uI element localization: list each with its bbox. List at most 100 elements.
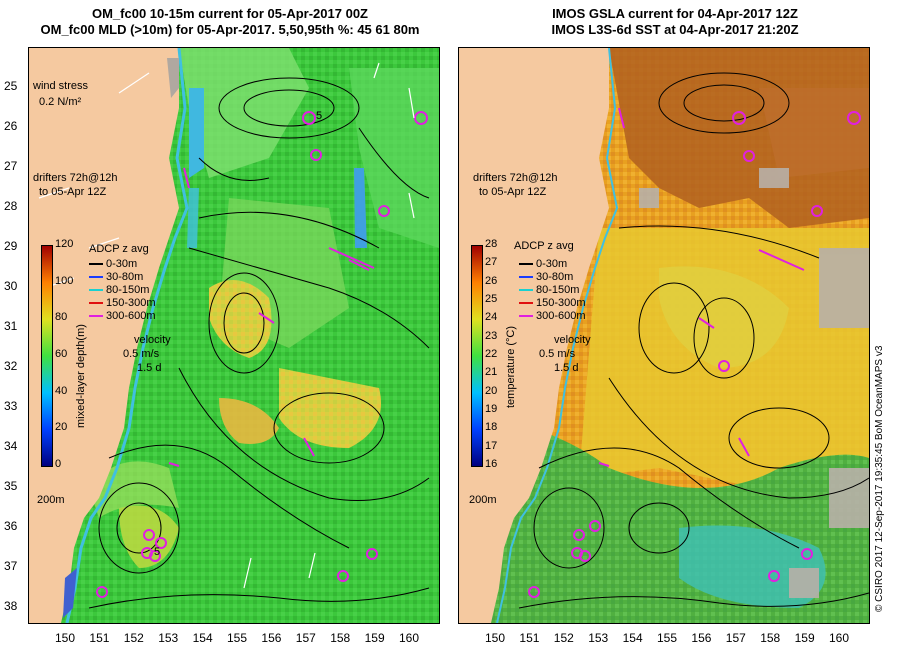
adcp-legend-label: 30-80m xyxy=(106,271,144,283)
left-colorbar xyxy=(41,245,53,467)
colorbar-tick: 26 xyxy=(485,274,498,287)
left-title-line1: OM_fc00 10-15m current for 05-Apr-2017 0… xyxy=(91,6,368,21)
adcp-arrow-icon xyxy=(89,276,103,279)
right-map-panel: drifters 72h@12h to 05-Apr 12Z 16 17 18 19 2… xyxy=(458,47,870,624)
adcp-legend-label: 0-30m xyxy=(106,258,138,270)
latitude-tick: 37 xyxy=(4,559,18,573)
colorbar-tick: 24 xyxy=(485,311,498,324)
latitude-tick: 36 xyxy=(4,519,18,533)
longitude-tick: 155 xyxy=(227,631,248,645)
colorbar-tick: 17 xyxy=(485,439,498,452)
adcp-arrow-icon xyxy=(519,289,533,292)
latitude-tick: 27 xyxy=(4,159,18,173)
adcp-legend-item: 0-30m xyxy=(89,258,137,270)
longitude-tick: 160 xyxy=(829,631,850,645)
left-title-line2: OM_fc00 MLD (>10m) for 05-Apr-2017. 5,50… xyxy=(40,22,420,37)
right-colorbar xyxy=(471,245,483,467)
right-adcp-title: ADCP z avg xyxy=(514,240,574,252)
latitude-tick: 38 xyxy=(4,599,18,613)
longitude-tick: 151 xyxy=(89,631,110,645)
left-drifter-label1: drifters 72h@12h xyxy=(33,172,118,184)
adcp-legend-item: 80-150m xyxy=(519,284,579,296)
colorbar-tick: 60 xyxy=(55,348,68,360)
left-drifter-label2: to 05-Apr 12Z xyxy=(39,186,107,198)
adcp-legend-label: 30-80m xyxy=(536,271,574,283)
right-map-svg xyxy=(459,48,869,623)
eddy-label-2: 5 xyxy=(154,546,161,558)
colorbar-tick: 22 xyxy=(485,348,498,360)
colorbar-tick: 100 xyxy=(55,274,74,287)
adcp-arrow-icon xyxy=(89,263,103,266)
adcp-legend-label: 80-150m xyxy=(106,284,150,296)
colorbar-tick: 80 xyxy=(55,311,68,324)
longitude-tick: 151 xyxy=(519,631,540,645)
colorbar-tick: 20 xyxy=(485,384,498,397)
adcp-legend-item: 150-300m xyxy=(89,297,156,309)
right-title-line2: IMOS L3S-6d SST at 04-Apr-2017 21:20Z xyxy=(551,22,799,37)
latitude-tick: 26 xyxy=(4,119,18,133)
latitude-tick: 35 xyxy=(4,479,18,493)
right-velocity-label: velocity xyxy=(554,334,591,346)
colorbar-tick: 25 xyxy=(485,293,498,305)
adcp-legend-label: 80-150m xyxy=(536,284,580,296)
latitude-tick: 25 xyxy=(4,79,18,93)
adcp-arrow-icon xyxy=(519,263,533,266)
longitude-tick: 152 xyxy=(123,631,144,645)
colorbar-tick: 40 xyxy=(55,384,68,397)
longitude-tick: 156 xyxy=(261,631,282,645)
colorbar-tick: 21 xyxy=(485,366,498,379)
latitude-tick: 28 xyxy=(4,199,18,213)
adcp-legend-item: 30-80m xyxy=(89,271,143,283)
adcp-legend-item: 80-150m xyxy=(89,284,149,296)
left-colorbar-label: mixed-layer depth(m) xyxy=(75,324,87,428)
latitude-tick: 33 xyxy=(4,399,18,413)
right-drifter-label1: drifters 72h@12h xyxy=(473,172,558,184)
longitude-tick: 159 xyxy=(364,631,385,645)
left-map-svg xyxy=(29,48,439,623)
adcp-arrow-icon xyxy=(89,302,103,305)
adcp-legend-item: 30-80m xyxy=(519,271,573,283)
colorbar-tick: 0 xyxy=(55,458,62,470)
right-isobath-label: 200m xyxy=(469,494,497,506)
adcp-arrow-icon xyxy=(89,315,103,318)
longitude-tick: 150 xyxy=(55,631,76,645)
longitude-tick: 159 xyxy=(794,631,815,645)
right-colorbar-label: temperature (°C) xyxy=(505,325,517,408)
colorbar-tick: 20 xyxy=(55,421,68,434)
longitude-tick: 154 xyxy=(622,631,643,645)
colorbar-tick: 28 xyxy=(485,238,498,250)
colorbar-tick: 27 xyxy=(485,256,498,269)
latitude-tick: 31 xyxy=(4,319,18,333)
longitude-tick: 154 xyxy=(192,631,213,645)
adcp-legend-label: 300-600m xyxy=(536,310,586,322)
adcp-legend-item: 150-300m xyxy=(519,297,586,309)
adcp-arrow-icon xyxy=(519,302,533,305)
adcp-arrow-icon xyxy=(519,276,533,279)
left-velocity-days: 1.5 d xyxy=(137,362,162,374)
longitude-tick: 160 xyxy=(399,631,420,645)
adcp-arrow-icon xyxy=(89,289,103,292)
right-velocity-scale: 0.5 m/s xyxy=(539,348,576,360)
adcp-legend-label: 0-30m xyxy=(536,258,568,270)
longitude-tick: 157 xyxy=(725,631,746,645)
colorbar-tick: 23 xyxy=(485,329,498,342)
right-velocity-days: 1.5 d xyxy=(554,362,579,374)
eddy-label-1: 5 xyxy=(316,110,323,122)
colorbar-tick: 18 xyxy=(485,421,498,434)
left-velocity-scale: 0.5 m/s xyxy=(123,348,160,360)
longitude-tick: 152 xyxy=(553,631,574,645)
adcp-legend-label: 150-300m xyxy=(536,297,586,309)
adcp-legend-label: 300-600m xyxy=(106,310,156,322)
left-velocity-label: velocity xyxy=(134,334,171,346)
wind-stress-scale: 0.2 N/m² xyxy=(39,96,82,108)
latitude-tick: 29 xyxy=(4,239,18,253)
longitude-tick: 155 xyxy=(657,631,678,645)
adcp-arrow-icon xyxy=(519,315,533,318)
adcp-legend-item: 300-600m xyxy=(519,310,586,322)
longitude-tick: 156 xyxy=(691,631,712,645)
adcp-legend-item: 300-600m xyxy=(89,310,156,322)
copyright-text: © CSIRO 2017 12-Sep-2017 19:35:45 BoM Oc… xyxy=(874,345,885,612)
longitude-tick: 153 xyxy=(158,631,179,645)
longitude-tick: 153 xyxy=(588,631,609,645)
left-isobath-label: 200m xyxy=(37,494,65,506)
